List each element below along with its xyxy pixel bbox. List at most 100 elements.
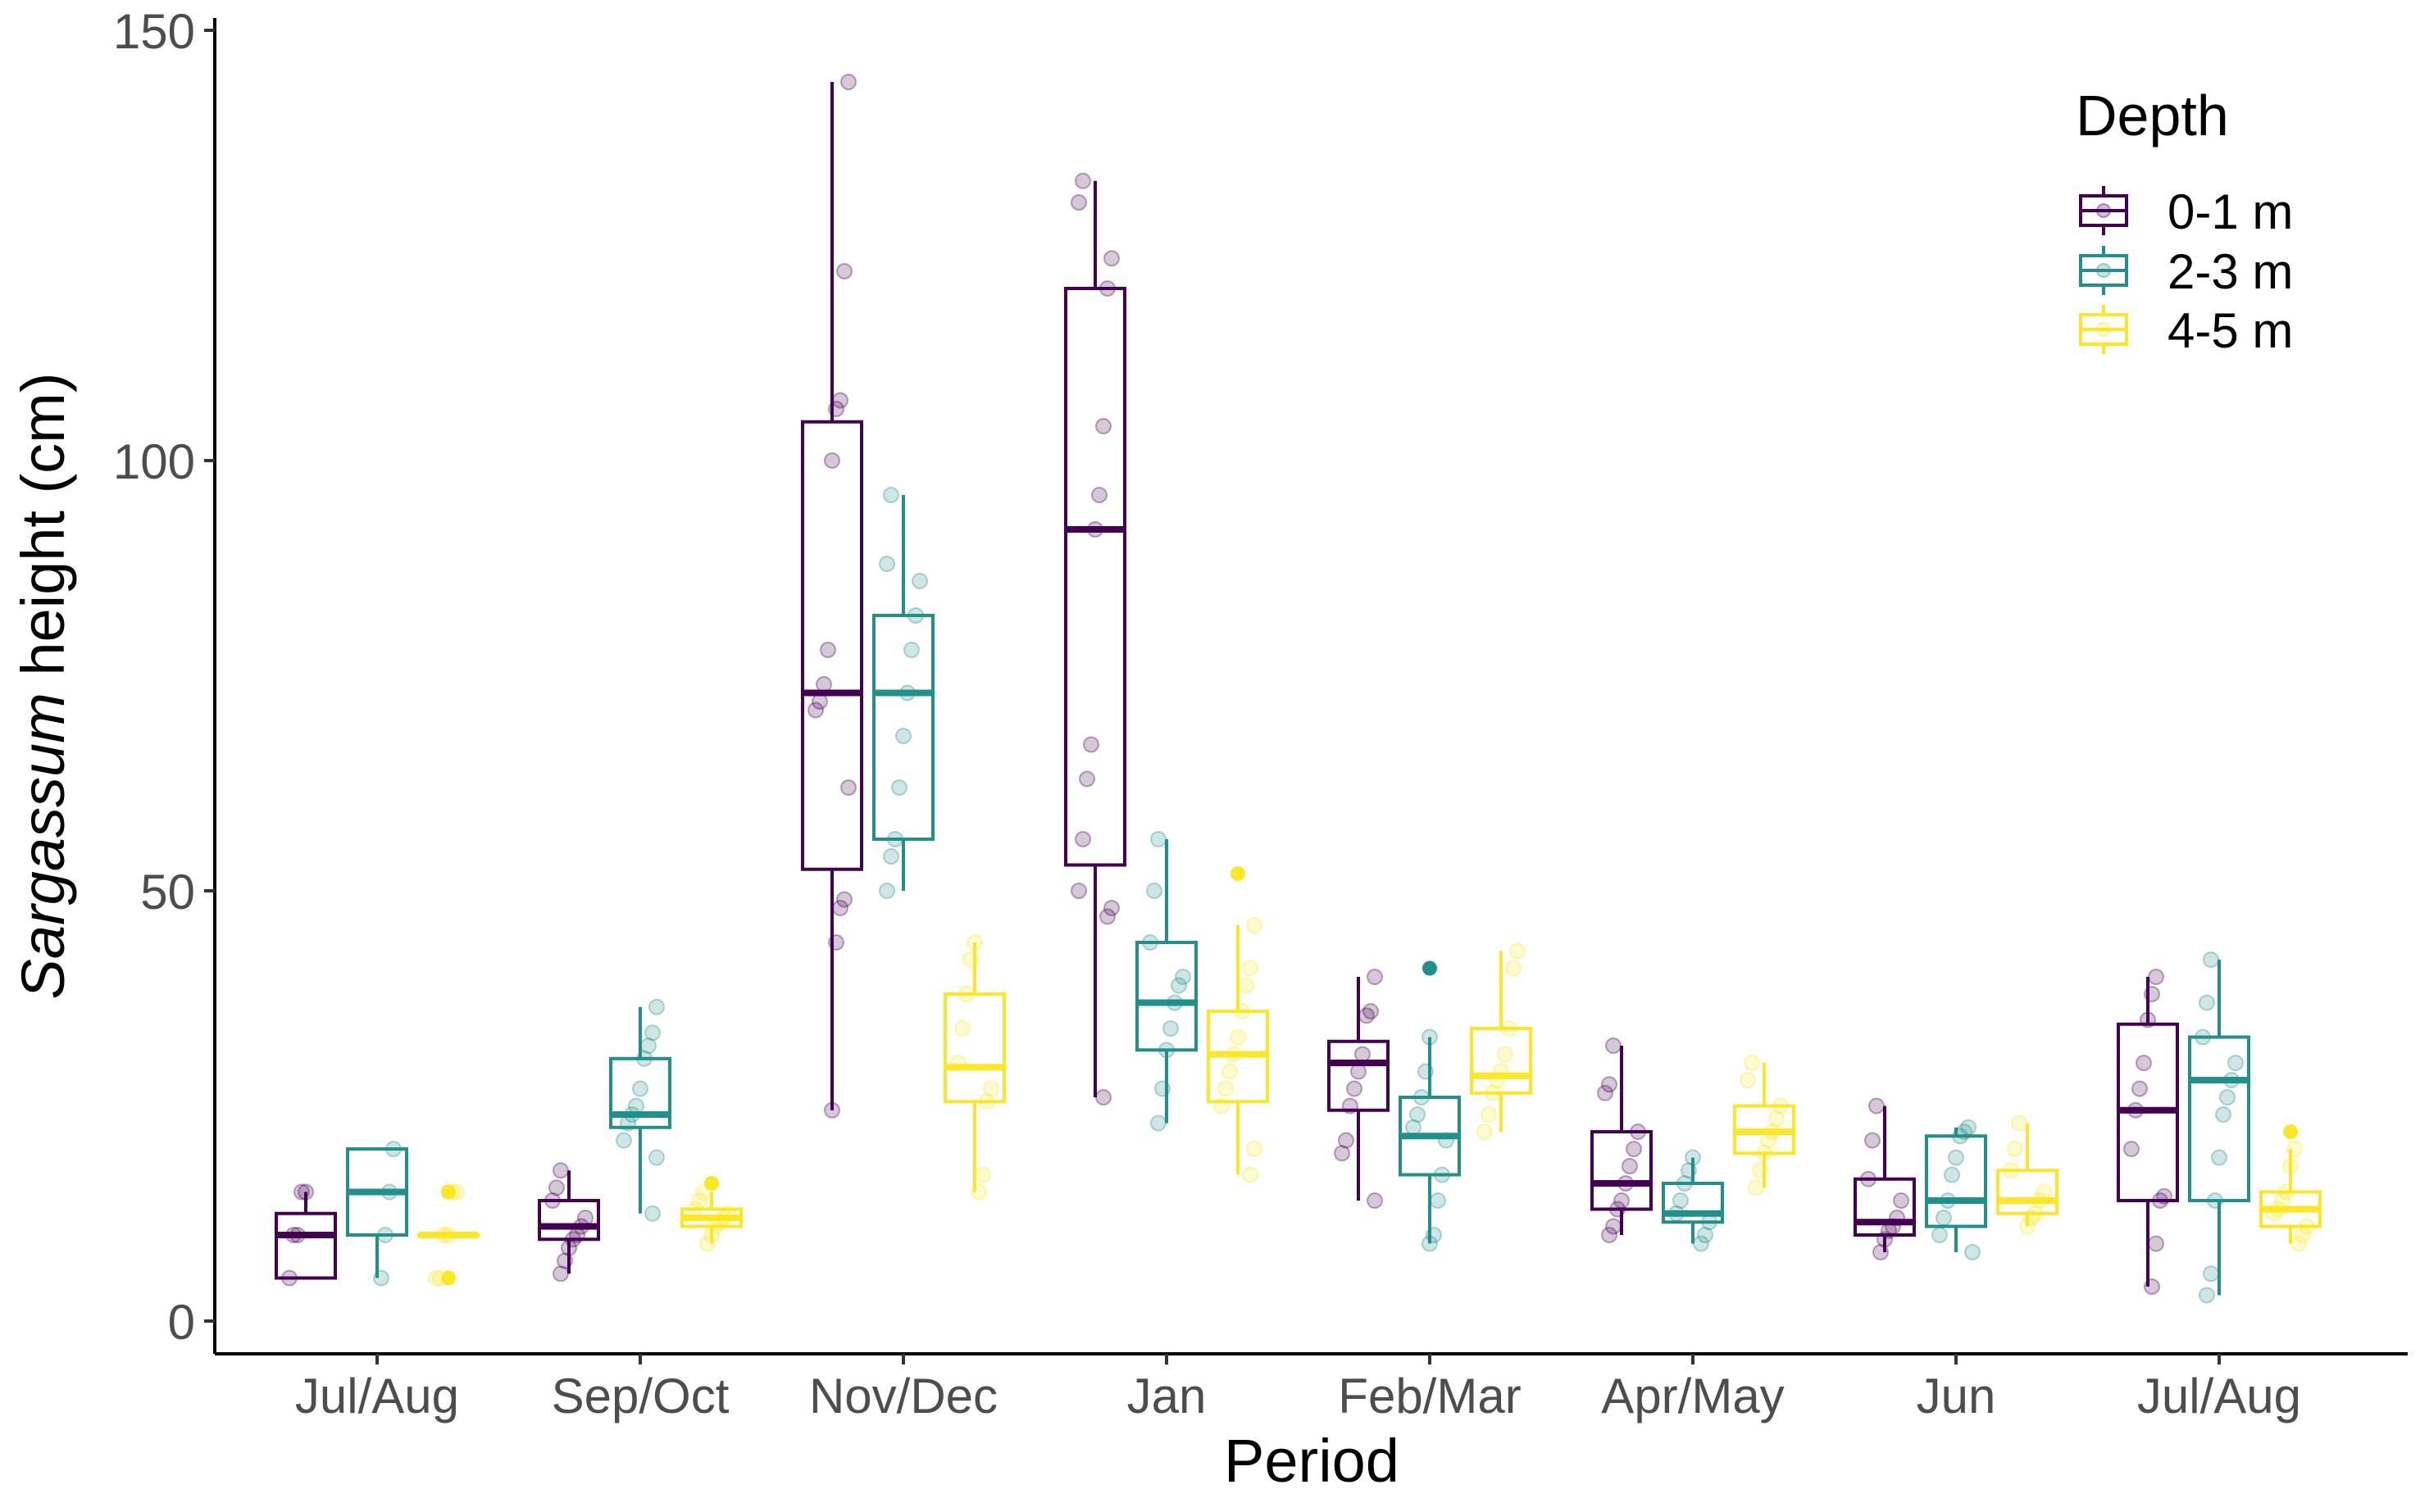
data-point bbox=[879, 556, 895, 572]
data-point bbox=[1493, 1063, 1509, 1080]
outlier-point bbox=[441, 1270, 456, 1286]
data-point bbox=[1095, 1089, 1112, 1106]
data-point bbox=[544, 1192, 561, 1209]
data-point bbox=[1697, 1227, 1713, 1243]
data-point bbox=[648, 998, 665, 1015]
data-point bbox=[1952, 1128, 1968, 1145]
data-point bbox=[2223, 1072, 2240, 1088]
data-point bbox=[1613, 1192, 1630, 1209]
x-tick-label: Feb/Mar bbox=[1338, 1369, 1521, 1423]
data-point bbox=[1668, 1205, 1685, 1222]
data-point bbox=[1864, 1132, 1881, 1149]
data-point bbox=[636, 1050, 653, 1067]
data-point bbox=[1872, 1244, 1889, 1260]
data-point bbox=[1489, 1072, 1505, 1088]
data-point bbox=[2011, 1115, 2027, 1132]
data-point bbox=[1154, 1080, 1171, 1097]
data-point bbox=[557, 1252, 573, 1269]
data-point bbox=[824, 452, 840, 469]
data-point bbox=[2274, 1192, 2290, 1209]
data-point bbox=[691, 1192, 707, 1209]
data-point bbox=[2144, 1278, 2160, 1295]
data-point bbox=[1362, 1003, 1379, 1019]
data-point bbox=[983, 1080, 999, 1097]
x-tick-label: Nov/Dec bbox=[809, 1369, 998, 1423]
legend-label: 4-5 m bbox=[2168, 303, 2293, 358]
data-point bbox=[1075, 172, 1091, 189]
data-point bbox=[1434, 1166, 1450, 1183]
data-point bbox=[887, 831, 903, 847]
data-point bbox=[1087, 521, 1103, 538]
data-point bbox=[836, 263, 853, 279]
data-point bbox=[2266, 1205, 2282, 1222]
y-axis-ticks: 0 50 100 150 bbox=[113, 4, 215, 1350]
data-point bbox=[1234, 1003, 1250, 1019]
x-axis-title: Period bbox=[1224, 1427, 1399, 1495]
data-point bbox=[553, 1162, 569, 1179]
y-tick-label: 50 bbox=[140, 865, 195, 919]
data-point bbox=[1350, 1063, 1367, 1080]
data-point bbox=[971, 1183, 987, 1201]
data-point bbox=[2199, 1287, 2215, 1304]
box bbox=[609, 1056, 671, 1129]
data-point bbox=[1221, 1063, 1238, 1080]
data-point bbox=[1162, 1020, 1179, 1037]
box bbox=[1662, 1182, 1724, 1224]
data-point bbox=[836, 891, 853, 908]
data-point bbox=[687, 1201, 703, 1218]
data-point bbox=[958, 986, 975, 1002]
x-tick-label: Jan bbox=[1127, 1369, 1207, 1423]
outlier-point bbox=[2283, 1124, 2298, 1139]
box bbox=[872, 614, 935, 841]
legend-key-point bbox=[2096, 203, 2111, 218]
data-point bbox=[1601, 1227, 1617, 1243]
data-point bbox=[2036, 1183, 2052, 1201]
data-point bbox=[1217, 1080, 1234, 1097]
data-point bbox=[2295, 1227, 2311, 1243]
data-point bbox=[824, 1101, 840, 1119]
data-point bbox=[699, 1235, 716, 1252]
data-point bbox=[632, 1080, 648, 1097]
data-point bbox=[891, 779, 908, 796]
data-point bbox=[1740, 1072, 1756, 1088]
data-point bbox=[2203, 1265, 2219, 1283]
data-point bbox=[1960, 1119, 1976, 1136]
data-point bbox=[1876, 1231, 1893, 1248]
data-point bbox=[436, 1227, 453, 1243]
data-point bbox=[1246, 917, 1262, 933]
data-point bbox=[377, 1227, 393, 1243]
data-point bbox=[1497, 1046, 1513, 1063]
data-point bbox=[1091, 487, 1108, 503]
data-point bbox=[707, 1218, 724, 1235]
data-point bbox=[1099, 908, 1116, 925]
data-point bbox=[1605, 1038, 1622, 1054]
data-point bbox=[298, 1183, 314, 1201]
data-point bbox=[289, 1227, 306, 1243]
outlier-point bbox=[1230, 866, 1245, 881]
data-point bbox=[2227, 1055, 2244, 1071]
data-point bbox=[816, 676, 832, 692]
data-point bbox=[2027, 1205, 2044, 1222]
data-point bbox=[2140, 1011, 2156, 1028]
data-point bbox=[2286, 1141, 2303, 1157]
box bbox=[1327, 1039, 1390, 1112]
data-point bbox=[2278, 1183, 2295, 1201]
data-point bbox=[2282, 1158, 2299, 1174]
box bbox=[801, 420, 863, 871]
data-point bbox=[979, 1093, 995, 1110]
data-point bbox=[720, 1205, 736, 1222]
data-point bbox=[883, 848, 899, 865]
data-point bbox=[1956, 1124, 1972, 1140]
data-point bbox=[1071, 883, 1087, 899]
data-point bbox=[1860, 1170, 1876, 1187]
data-point bbox=[569, 1227, 585, 1243]
data-point bbox=[2148, 969, 2164, 985]
data-point bbox=[1422, 1235, 1438, 1252]
data-point bbox=[1685, 1149, 1701, 1166]
data-point bbox=[1430, 1192, 1446, 1209]
data-point bbox=[616, 1132, 632, 1149]
data-point bbox=[1931, 1227, 1948, 1243]
data-point bbox=[1885, 1218, 1901, 1235]
x-axis-ticks: Jul/Aug Sep/Oct Nov/Dec Jan Feb/Mar Apr/May Ju… bbox=[295, 1354, 2301, 1423]
data-point bbox=[1760, 1132, 1776, 1149]
